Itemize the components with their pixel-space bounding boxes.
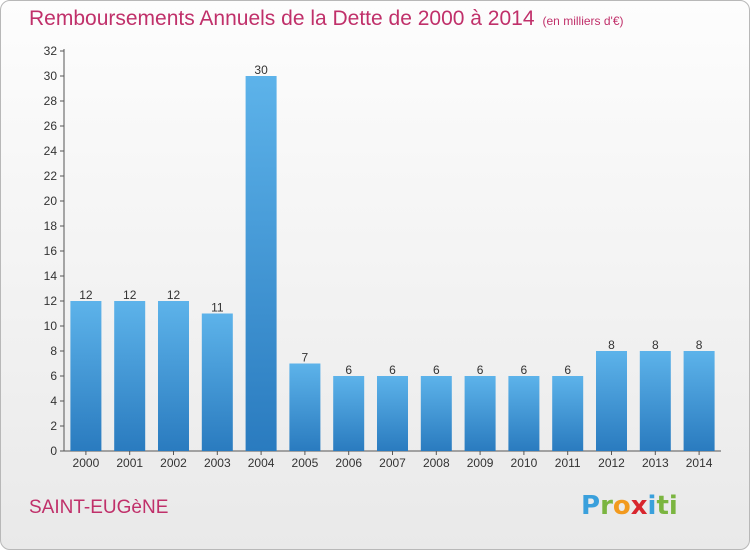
y-tick-label: 12 — [44, 294, 58, 308]
x-tick-label: 2013 — [642, 456, 669, 470]
bar-value-label: 12 — [123, 288, 137, 302]
bar — [552, 376, 584, 451]
bar — [683, 351, 715, 451]
y-tick-label: 14 — [44, 269, 58, 283]
y-tick-label: 16 — [44, 244, 58, 258]
y-tick-label: 30 — [44, 69, 58, 83]
y-tick-label: 4 — [50, 394, 57, 408]
bar — [508, 376, 540, 451]
x-tick-label: 2002 — [160, 456, 187, 470]
x-tick-label: 2014 — [686, 456, 713, 470]
y-tick-label: 28 — [44, 94, 58, 108]
logo-letter: ti — [656, 491, 678, 521]
bar — [333, 376, 365, 451]
bar-value-label: 12 — [79, 288, 93, 302]
logo-letter: P — [581, 491, 601, 521]
x-tick-label: 2005 — [292, 456, 319, 470]
x-tick-label: 2004 — [248, 456, 275, 470]
x-tick-label: 2003 — [204, 456, 231, 470]
bar-value-label: 30 — [254, 63, 268, 77]
y-tick-label: 24 — [44, 144, 58, 158]
y-tick-label: 26 — [44, 119, 58, 133]
y-tick-label: 32 — [44, 44, 58, 58]
y-tick-label: 0 — [50, 444, 57, 458]
bar — [245, 76, 277, 451]
bar — [377, 376, 408, 451]
bar-value-label: 8 — [608, 338, 615, 352]
x-tick-label: 2010 — [511, 456, 538, 470]
bar — [289, 363, 321, 451]
bar-value-label: 6 — [433, 363, 440, 377]
y-tick-label: 20 — [44, 194, 58, 208]
chart-title: Remboursements Annuels de la Dette de 20… — [29, 7, 624, 31]
chart-title-text: Remboursements Annuels de la Dette de 20… — [29, 7, 535, 30]
bar — [114, 301, 146, 451]
bar-value-label: 6 — [389, 363, 396, 377]
y-tick-label: 8 — [50, 344, 57, 358]
y-tick-label: 6 — [50, 369, 57, 383]
y-tick-label: 2 — [50, 419, 57, 433]
bar-value-label: 8 — [652, 338, 659, 352]
bar-value-label: 6 — [477, 363, 484, 377]
x-tick-label: 2006 — [335, 456, 362, 470]
bar-value-label: 6 — [564, 363, 571, 377]
bar — [464, 376, 496, 451]
bar-value-label: 12 — [167, 288, 181, 302]
logo-letter: i — [647, 491, 657, 521]
chart-unit: (en milliers d'€) — [542, 14, 624, 28]
bar — [70, 301, 102, 451]
bar-value-label: 6 — [345, 363, 352, 377]
x-tick-label: 2008 — [423, 456, 450, 470]
logo-letter: o — [612, 491, 631, 521]
bar — [201, 313, 233, 451]
logo-letter: x — [630, 491, 648, 521]
y-tick-label: 10 — [44, 319, 58, 333]
bar — [639, 351, 671, 451]
bar-value-label: 7 — [302, 351, 309, 365]
x-tick-label: 2011 — [555, 456, 581, 470]
bar-value-label: 6 — [521, 363, 528, 377]
bar — [596, 351, 627, 451]
x-tick-label: 2001 — [116, 456, 143, 470]
x-tick-label: 2009 — [467, 456, 494, 470]
city-name: SAINT-EUGèNE — [29, 497, 169, 518]
bar-value-label: 8 — [696, 338, 703, 352]
bar-value-label: 11 — [211, 301, 224, 315]
y-tick-label: 22 — [44, 169, 58, 183]
logo-letter: r — [600, 491, 613, 521]
y-tick-label: 18 — [44, 219, 58, 233]
x-tick-label: 2012 — [598, 456, 625, 470]
x-tick-label: 2000 — [73, 456, 100, 470]
proxiti-logo[interactable]: Proxiti — [581, 491, 678, 521]
x-tick-label: 2007 — [379, 456, 406, 470]
bar — [158, 301, 189, 451]
bar — [420, 376, 452, 451]
